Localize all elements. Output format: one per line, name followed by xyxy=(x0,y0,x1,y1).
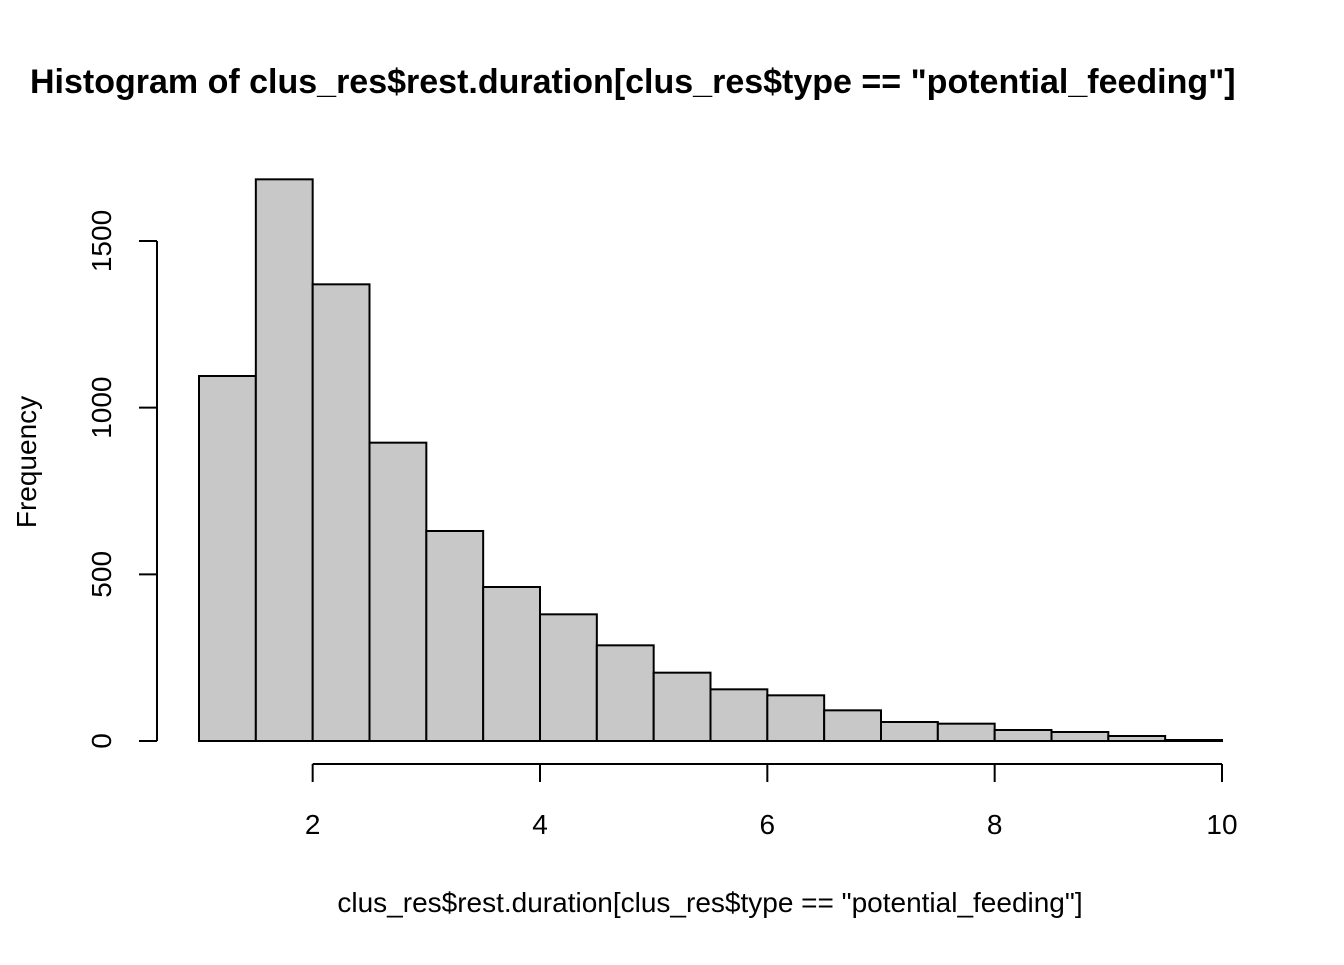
bars-group xyxy=(198,178,1223,743)
y-axis: 0 500 1000 1500 xyxy=(86,210,158,749)
histogram-bar xyxy=(482,586,541,742)
histogram-bar xyxy=(368,441,428,742)
x-axis: 2 4 6 8 10 xyxy=(305,763,1238,840)
histogram-bar xyxy=(254,178,314,743)
histogram-bar xyxy=(1164,739,1223,742)
x-axis-label: clus_res$rest.duration[clus_res$type == … xyxy=(337,887,1082,918)
chart-title: Histogram of clus_res$rest.duration[clus… xyxy=(30,63,1236,101)
histogram-bar xyxy=(311,283,371,742)
histogram-bar xyxy=(1107,735,1167,742)
histogram-bar xyxy=(936,722,996,743)
histogram-bar xyxy=(766,694,826,742)
histogram-bar xyxy=(993,729,1053,742)
y-axis-label: Frequency xyxy=(11,396,42,528)
histogram-bar xyxy=(823,709,883,742)
histogram-bar xyxy=(1050,731,1110,742)
histogram-bar xyxy=(425,530,485,742)
histogram-bar xyxy=(652,671,712,743)
x-tick-label: 8 xyxy=(987,809,1003,840)
y-tick-label: 1500 xyxy=(86,210,117,272)
histogram-bar xyxy=(880,721,939,742)
y-tick-label: 0 xyxy=(86,733,117,749)
histogram-bar xyxy=(198,375,257,742)
y-tick-label: 1000 xyxy=(86,377,117,439)
x-tick-label: 6 xyxy=(760,809,776,840)
histogram-bar xyxy=(539,613,598,742)
y-tick-label: 500 xyxy=(86,551,117,598)
histogram-bar xyxy=(709,688,769,742)
x-tick-label: 10 xyxy=(1206,809,1237,840)
x-tick-label: 2 xyxy=(305,809,321,840)
x-tick-label: 4 xyxy=(532,809,548,840)
histogram-bar xyxy=(595,644,655,742)
